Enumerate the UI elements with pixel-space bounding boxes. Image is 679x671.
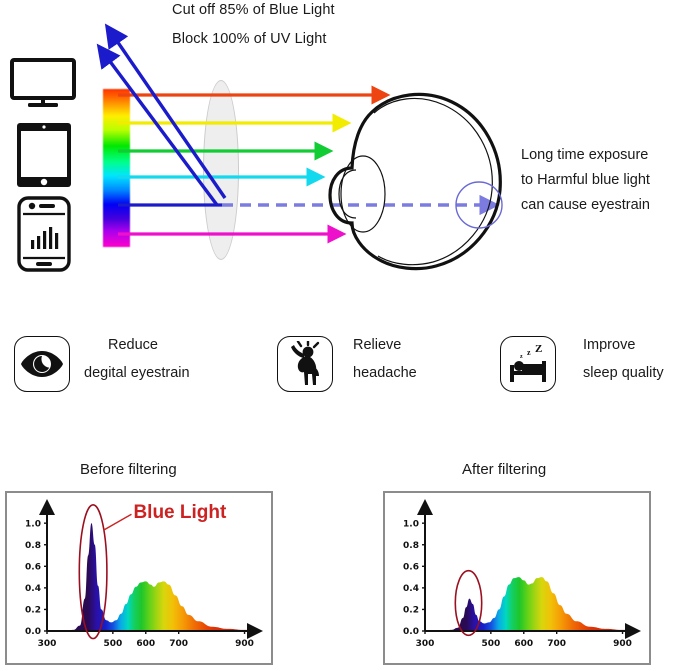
- eyestrain-note-line-2: to Harmful blue light: [521, 172, 650, 188]
- y-tick-label: 0.6: [25, 563, 41, 573]
- light-spectrum-bar: [103, 89, 130, 247]
- x-tick-label: 300: [38, 639, 57, 649]
- monitor-icon: [10, 58, 76, 107]
- x-tick-label: 600: [136, 639, 155, 649]
- smartphone-icon: [17, 196, 71, 272]
- y-tick-label: 0.8: [25, 541, 41, 551]
- blue-light-highlight-ellipse: [454, 569, 483, 637]
- spectrum-area-before: [66, 523, 261, 631]
- x-tick-label: 900: [235, 639, 254, 649]
- x-tick-label: 500: [481, 639, 500, 649]
- benefit-label-reduce-1: Reduce: [108, 337, 158, 353]
- x-tick-label: 700: [169, 639, 188, 649]
- y-tick-label: 0.0: [25, 627, 41, 637]
- benefit-label-reduce-2: degital eyestrain: [84, 365, 190, 381]
- benefit-label-relieve-2: headache: [353, 365, 417, 381]
- y-tick-label: 1.0: [25, 519, 41, 529]
- blocked-blue-arrow-1: [104, 23, 227, 199]
- headline-block-uv-light: Block 100% of UV Light: [172, 31, 327, 47]
- x-tick-label: 600: [514, 639, 533, 649]
- chart-frame-after: 0.0 0.2 0.4 0.6 0.8 1.0 300 500 600 700 900: [383, 491, 651, 665]
- eyestrain-note-line-3: can cause eyestrain: [521, 197, 650, 213]
- y-tick-label: 0.4: [403, 584, 419, 594]
- benefit-icon-sleep: Z z z: [500, 336, 556, 392]
- macula-highlight-circle: [455, 181, 503, 229]
- headline-cut-off-blue-light: Cut off 85% of Blue Light: [172, 2, 335, 18]
- benefit-label-improve-2: sleep quality: [583, 365, 664, 381]
- y-tick-label: 0.4: [25, 584, 41, 594]
- y-tick-label: 1.0: [403, 519, 419, 529]
- y-tick-label: 0.2: [25, 606, 41, 616]
- tablet-icon: [17, 123, 71, 187]
- annotation-leader-line: [103, 513, 132, 531]
- x-tick-label: 700: [547, 639, 566, 649]
- sleep-bed-icon: Z z z: [510, 343, 546, 382]
- light-path-diagram: [96, 23, 503, 271]
- svg-text:z: z: [527, 348, 531, 357]
- x-tick-label: 500: [103, 639, 122, 649]
- y-tick-label: 0.2: [403, 606, 419, 616]
- y-tick-label: 0.6: [403, 563, 419, 573]
- chart-frame-before: 0.0 0.2 0.4 0.6 0.8 1.0 300 500 600 700 900 Blue Li…: [5, 491, 273, 665]
- blocked-blue-arrow-2: [96, 43, 219, 207]
- headache-icon: [291, 341, 320, 385]
- y-tick-label: 0.8: [403, 541, 419, 551]
- svg-text:z: z: [520, 354, 523, 360]
- chart-title-before: Before filtering: [80, 461, 177, 478]
- eye-icon: [21, 351, 63, 377]
- chart-after-filtering: 0.0 0.2 0.4 0.6 0.8 1.0 300 500 600 700 900: [403, 499, 641, 649]
- benefit-label-improve-1: Improve: [583, 337, 636, 353]
- x-tick-label: 900: [613, 639, 632, 649]
- svg-text:Z: Z: [535, 343, 542, 355]
- benefit-label-relieve-1: Relieve: [353, 337, 402, 353]
- blue-light-annotation: Blue Light: [133, 502, 227, 523]
- blue-light-highlight-ellipse: [78, 503, 108, 640]
- eyestrain-note-line-1: Long time exposure: [521, 147, 649, 163]
- eyestrain-note: Long time exposure to Harmful blue light…: [521, 143, 679, 218]
- benefit-icon-headache: [277, 336, 333, 392]
- x-tick-label: 300: [416, 639, 435, 649]
- benefit-icon-eye: [14, 336, 70, 392]
- chart-before-filtering: 0.0 0.2 0.4 0.6 0.8 1.0 300 500 600 700 900 Blue Li…: [25, 499, 263, 649]
- human-eye-diagram: [328, 92, 503, 271]
- chart-title-after: After filtering: [462, 461, 547, 478]
- blue-light-filter-lens: [203, 80, 239, 260]
- spectrum-area-after: [444, 577, 639, 631]
- y-tick-label: 0.0: [403, 627, 419, 637]
